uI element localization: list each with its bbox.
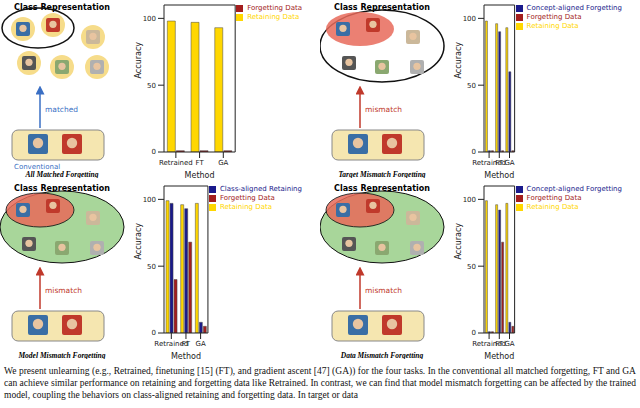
svg-text:FT: FT	[195, 159, 204, 167]
svg-text:Accuracy: Accuracy	[454, 42, 463, 79]
html-text:We present unlearning (e.g., R: We present unlearning (e.g., Retrained, …	[4, 366, 636, 400]
html-text:Forgetting Data: Forgetting Data	[247, 4, 302, 12]
html-text:Retaining Data: Retaining Data	[526, 22, 579, 30]
svg-text:All Matched Forgetting: All Matched Forgetting	[25, 170, 99, 178]
svg-text:Retrained: Retrained	[159, 159, 193, 167]
html-text:Concept-aligned Forgetting: Concept-aligned Forgetting	[526, 185, 622, 193]
svg-text:mismatch: mismatch	[45, 286, 82, 295]
svg-text:mismatch: mismatch	[365, 286, 402, 295]
svg-text:FT: FT	[495, 340, 504, 348]
svg-text:100: 100	[143, 196, 156, 204]
svg-text:GA: GA	[504, 340, 514, 348]
svg-text:0: 0	[152, 329, 156, 337]
svg-text:0: 0	[472, 148, 476, 156]
svg-text:Method: Method	[185, 171, 215, 178]
svg-text:Retrained: Retrained	[472, 159, 506, 167]
html-text:Forgetting Data: Forgetting Data	[526, 194, 582, 202]
html-text:Retaining Data: Retaining Data	[526, 203, 579, 211]
svg-text:Retrained: Retrained	[154, 340, 189, 348]
html-text:Forgetting Data: Forgetting Data	[219, 194, 275, 202]
svg-text:GA: GA	[218, 159, 228, 167]
svg-text:GA: GA	[504, 159, 514, 167]
svg-text:Target Mismatch Forgetting: Target Mismatch Forgetting	[338, 170, 425, 178]
svg-text:Method: Method	[171, 352, 201, 359]
svg-text:50: 50	[147, 82, 156, 90]
html-text:Retaining Data: Retaining Data	[247, 13, 300, 21]
svg-text:Accuracy: Accuracy	[454, 223, 463, 260]
svg-text:FT: FT	[182, 340, 191, 348]
svg-text:Method: Method	[484, 171, 514, 178]
svg-text:50: 50	[467, 263, 476, 271]
svg-text:100: 100	[463, 15, 476, 23]
svg-text:Class Representation: Class Representation	[14, 184, 110, 193]
svg-text:100: 100	[143, 15, 156, 23]
svg-text:Data Mismatch Forgetting: Data Mismatch Forgetting	[340, 351, 424, 359]
svg-text:0: 0	[152, 148, 156, 156]
svg-text:0: 0	[472, 329, 476, 337]
svg-text:100: 100	[463, 196, 476, 204]
svg-text:Accuracy: Accuracy	[134, 223, 143, 260]
svg-text:Model Mismatch Forgetting: Model Mismatch Forgetting	[17, 351, 105, 359]
svg-text:Conventional: Conventional	[14, 163, 61, 171]
svg-text:FT: FT	[495, 159, 504, 167]
svg-text:Class Representation: Class Representation	[14, 3, 110, 12]
svg-text:Class Representation: Class Representation	[334, 3, 430, 12]
svg-text:Class Representation: Class Representation	[334, 184, 430, 193]
html-text:Retaining Data: Retaining Data	[219, 203, 272, 211]
svg-text:50: 50	[147, 263, 156, 271]
html-text:Concept-aligned Forgetting: Concept-aligned Forgetting	[526, 4, 622, 12]
svg-text:50: 50	[467, 82, 476, 90]
svg-text:Accuracy: Accuracy	[134, 42, 143, 79]
svg-text:mismatch: mismatch	[365, 105, 402, 114]
svg-text:Retrained: Retrained	[472, 340, 506, 348]
svg-text:GA: GA	[195, 340, 205, 348]
svg-text:matched: matched	[45, 105, 78, 114]
html-text:Class-aligned Retaining: Class-aligned Retaining	[219, 185, 302, 193]
svg-text:Method: Method	[484, 352, 514, 359]
html-text:Forgetting Data: Forgetting Data	[526, 13, 582, 21]
